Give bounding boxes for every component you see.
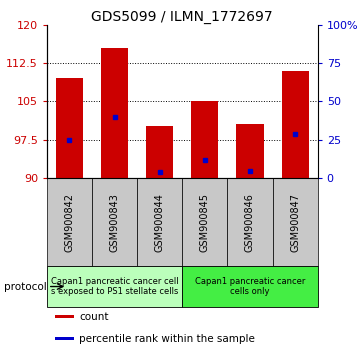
Bar (227, 178, 273, 266)
Bar (191, 101, 218, 178)
Text: count: count (79, 312, 109, 322)
Text: GSM900843: GSM900843 (110, 193, 119, 252)
Bar (182, 266, 318, 307)
Text: protocol: protocol (4, 281, 47, 291)
Bar (56, 78, 83, 178)
Text: GSM900842: GSM900842 (65, 193, 74, 252)
Text: GSM900844: GSM900844 (155, 193, 165, 252)
Text: GSM900847: GSM900847 (290, 193, 300, 252)
Text: Capan1 pancreatic cancer
cells only: Capan1 pancreatic cancer cells only (195, 277, 305, 296)
Text: percentile rank within the sample: percentile rank within the sample (79, 334, 255, 344)
Bar (55, 315, 74, 318)
Text: GSM900845: GSM900845 (200, 193, 210, 252)
Bar (146, 126, 173, 178)
Bar (101, 48, 128, 178)
Bar (273, 178, 318, 266)
Bar (47, 266, 182, 307)
Bar (137, 178, 182, 266)
Bar (47, 178, 92, 266)
Bar (282, 71, 309, 178)
Text: Capan1 pancreatic cancer cell
s exposed to PS1 stellate cells: Capan1 pancreatic cancer cell s exposed … (51, 277, 178, 296)
Bar (182, 178, 227, 266)
Title: GDS5099 / ILMN_1772697: GDS5099 / ILMN_1772697 (91, 10, 273, 24)
Text: GSM900846: GSM900846 (245, 193, 255, 252)
Bar (236, 124, 264, 178)
Bar (55, 337, 74, 340)
Bar (92, 178, 137, 266)
